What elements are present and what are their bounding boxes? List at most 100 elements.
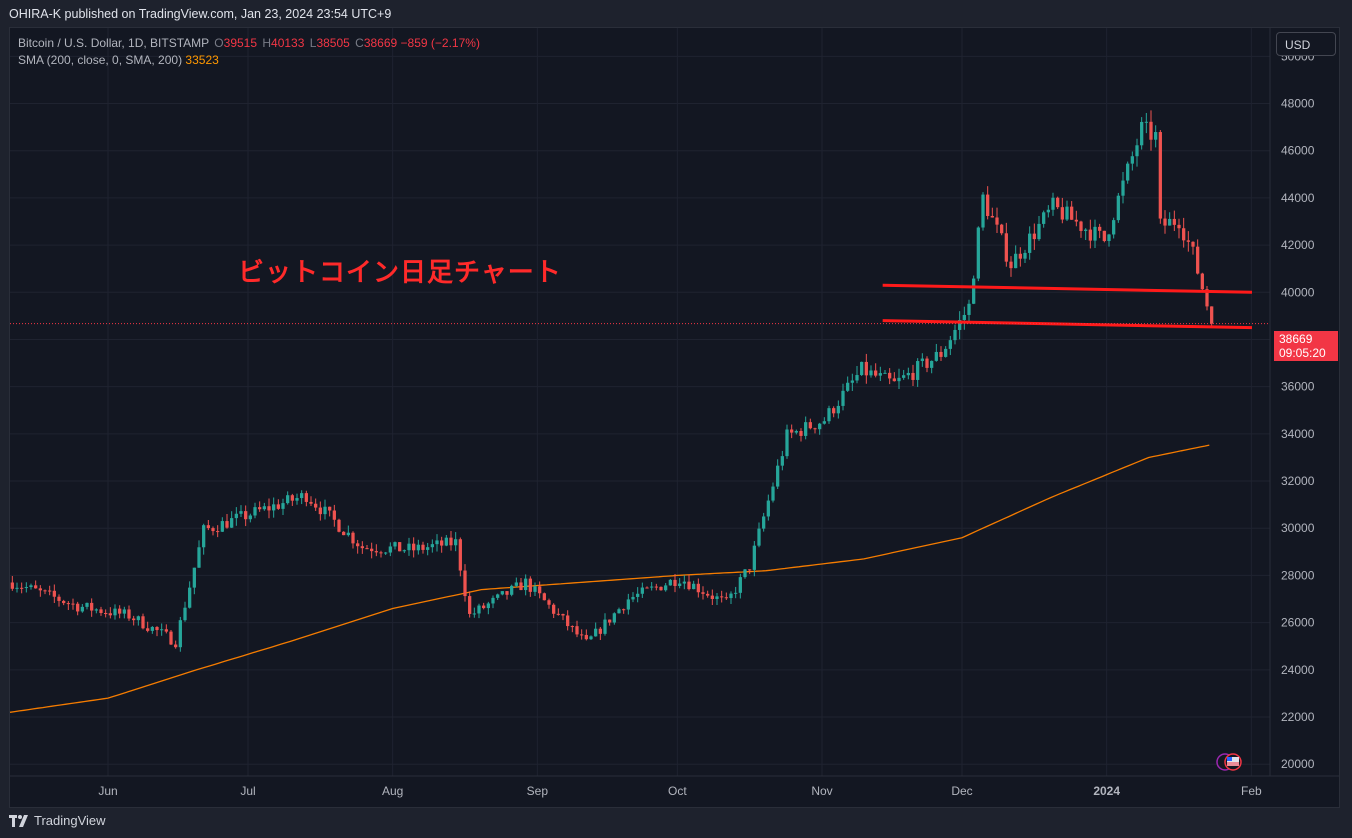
chart-annotation: ビットコイン日足チャート [238,257,562,287]
candle-body [29,585,33,588]
candle-body [603,619,607,634]
candle-body [1009,261,1013,269]
candle-body [328,506,332,511]
candle-body [650,586,654,588]
candles-layer [10,110,1214,652]
candle-body [183,607,187,621]
symbol-legend[interactable]: Bitcoin / U.S. Dollar, 1D, BITSTAMP O395… [18,36,480,50]
candle-body [594,628,598,637]
trend-line [882,319,1253,330]
trendlines-layer [882,283,1253,330]
time-tick-label: Dec [951,784,972,798]
candle-body [608,619,612,623]
candle-body [888,372,892,379]
candle-body [444,537,448,546]
sma-line [9,444,1210,713]
low-label: L [309,36,317,50]
candle-body [20,587,24,589]
candle-body [402,550,406,552]
time-tick-label: Nov [811,784,832,798]
candle-body [934,351,938,361]
candle-body [622,609,626,611]
time-tick-label: Sep [527,784,549,798]
candle-body [1116,195,1120,221]
candle-body [1018,253,1022,259]
candle-body [976,227,980,279]
candle-body [150,626,154,631]
candle-body [113,608,117,616]
candle-body [1140,121,1144,146]
economic-events-icon[interactable] [1214,752,1248,772]
candle-body [1112,220,1116,235]
candle-body [1158,132,1162,219]
candle-body [981,194,985,228]
candle-body [393,542,397,547]
time-tick-label: 2024 [1093,784,1120,798]
candle-body [790,429,794,433]
candle-body [1074,219,1078,222]
candle-body [286,495,290,504]
candle-body [304,493,308,502]
candle-body [1102,230,1106,242]
candle-body [90,602,94,611]
close-label: C [355,36,364,50]
candle-body [127,609,131,619]
candle-body [71,603,75,605]
candle-body [822,421,826,424]
candle-body [1032,233,1036,240]
price-tick-label: 24000 [1281,663,1315,677]
candle-body [916,361,920,380]
sma-layer [9,444,1210,713]
candle-body [780,456,784,466]
last-price-tag: 38669 09:05:20 [1274,331,1338,361]
candle-body [108,613,112,616]
candle-body [197,547,201,568]
candle-body [258,507,262,510]
candle-body [836,405,840,414]
candle-body [920,358,924,362]
candle-body [804,422,808,436]
candle-body [332,510,336,520]
candle-body [636,593,640,597]
candle-body [1144,121,1148,123]
candle-body [930,360,934,368]
chart-frame[interactable] [9,27,1340,808]
candle-body [874,370,878,376]
candle-body [1154,132,1158,140]
candle-body [687,581,691,590]
time-tick-label: Jun [98,784,117,798]
candle-body [57,596,61,601]
candle-body [762,516,766,529]
candle-body [449,537,453,546]
candle-body [188,587,192,608]
price-tick-label: 32000 [1281,474,1315,488]
candle-body [617,609,621,614]
price-tick-label: 36000 [1281,380,1315,394]
candle-body [846,382,850,391]
candle-body [505,591,509,595]
footer-branding[interactable]: TradingView [9,813,106,828]
sma-legend[interactable]: SMA (200, close, 0, SMA, 200) 33523 [18,53,219,67]
candle-body [1121,180,1125,196]
candle-body [720,596,724,598]
candle-body [1065,206,1069,220]
candle-body [267,506,271,511]
price-tick-label: 26000 [1281,616,1315,630]
candle-body [972,278,976,304]
candle-body [281,503,285,509]
candle-body [547,600,551,605]
candle-body [416,544,420,551]
candle-body [1028,233,1032,253]
candle-body [832,408,836,414]
candle-body [351,532,355,544]
candle-body [598,628,602,634]
candle-body [370,548,374,552]
candle-body [589,636,593,640]
currency-selector[interactable]: USD [1276,32,1336,56]
candle-body [104,612,108,614]
candle-body [1060,207,1064,220]
candle-body [1023,252,1027,259]
candle-body [491,597,495,604]
candle-body [62,600,66,604]
